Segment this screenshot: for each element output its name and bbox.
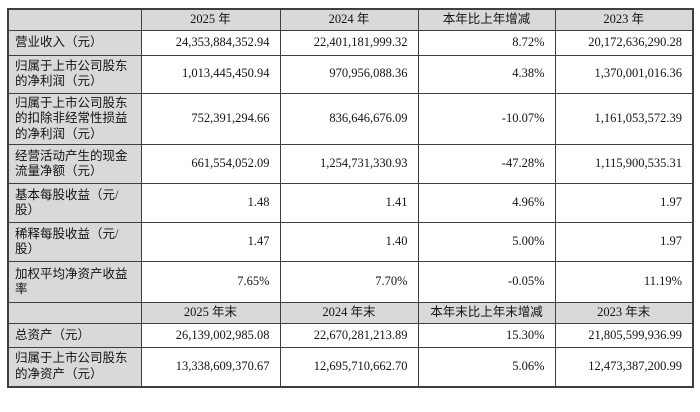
financial-summary-table: 2025 年 2024 年本年比上年增减 2023 年营业收入（元） 24,353,8… bbox=[7, 8, 694, 388]
cell-value: -47.28% bbox=[417, 144, 556, 184]
row-label: 归属于上市公司股东的净利润（元） bbox=[7, 54, 142, 94]
table-row: 加权平均净资产收益率 7.65% 7.70% -0.05% 11.19% bbox=[7, 261, 694, 303]
cell-value: 1.97 bbox=[554, 183, 694, 223]
row-label: 总资产（元） bbox=[7, 323, 142, 348]
column-header: 本年末比上年末增减 bbox=[417, 302, 556, 324]
column-header: 2023 年 bbox=[554, 8, 694, 31]
table-row: 营业收入（元） 24,353,884,352.94 22,401,181,999.3… bbox=[7, 29, 694, 56]
cell-value: 1,161,053,572.39 bbox=[554, 92, 694, 145]
column-header: 本年比上年增减 bbox=[417, 8, 556, 31]
column-header: 2024 年 bbox=[279, 8, 419, 31]
row-label: 归属于上市公司股东的净资产（元） bbox=[7, 347, 142, 387]
cell-value: 1.97 bbox=[554, 222, 694, 262]
table-row: 经营活动产生的现金流量净额（元） 661,554,052.09 1,254,731,… bbox=[7, 144, 694, 184]
financial-table-body: 2025 年 2024 年本年比上年增减 2023 年营业收入（元） 24,353,8… bbox=[7, 8, 694, 387]
cell-value: 752,391,294.66 bbox=[140, 92, 281, 145]
cell-value: 26,139,002,985.08 bbox=[140, 323, 281, 348]
cell-value: 5.06% bbox=[417, 347, 556, 387]
table-row: 稀释每股收益（元/股） 1.47 1.40 5.00% 1.97 bbox=[7, 222, 694, 262]
table-row: 归属于上市公司股东的扣除非经常性损益的净利润（元） 752,391,294.66 8… bbox=[7, 92, 694, 145]
header-corner-cell bbox=[7, 302, 142, 324]
cell-value: 1,115,900,535.31 bbox=[554, 144, 694, 184]
cell-value: 13,338,609,370.67 bbox=[140, 347, 281, 387]
column-header: 2025 年末 bbox=[140, 302, 281, 324]
cell-value: 12,473,387,200.99 bbox=[554, 347, 694, 387]
table-row: 基本每股收益（元/股） 1.48 1.41 4.96% 1.97 bbox=[7, 183, 694, 223]
row-label: 加权平均净资产收益率 bbox=[7, 261, 142, 303]
cell-value: 1,013,445,450.94 bbox=[140, 54, 281, 94]
cell-value: 7.65% bbox=[140, 261, 281, 303]
table-header-row: 2025 年 2024 年本年比上年增减 2023 年 bbox=[7, 8, 694, 31]
cell-value: 7.70% bbox=[279, 261, 419, 303]
row-label: 经营活动产生的现金流量净额（元） bbox=[7, 144, 142, 184]
cell-value: 1,254,731,330.93 bbox=[279, 144, 419, 184]
table-row: 归属于上市公司股东的净利润（元） 1,013,445,450.94 970,956,… bbox=[7, 54, 694, 94]
row-label: 稀释每股收益（元/股） bbox=[7, 222, 142, 262]
cell-value: 8.72% bbox=[417, 29, 556, 56]
cell-value: 12,695,710,662.70 bbox=[279, 347, 419, 387]
table-row: 归属于上市公司股东的净资产（元） 13,338,609,370.67 12,695,… bbox=[7, 347, 694, 387]
cell-value: 24,353,884,352.94 bbox=[140, 29, 281, 56]
cell-value: 970,956,088.36 bbox=[279, 54, 419, 94]
cell-value: 4.96% bbox=[417, 183, 556, 223]
cell-value: 1,370,001,016.36 bbox=[554, 54, 694, 94]
cell-value: 11.19% bbox=[554, 261, 694, 303]
row-label: 基本每股收益（元/股） bbox=[7, 183, 142, 223]
cell-value: 4.38% bbox=[417, 54, 556, 94]
row-label: 营业收入（元） bbox=[7, 29, 142, 56]
table-header-row: 2025 年末 2024 年末 本年末比上年末增减 2023 年末 bbox=[7, 302, 694, 324]
cell-value: 21,805,599,936.99 bbox=[554, 323, 694, 348]
table-row: 总资产（元） 26,139,002,985.08 22,670,281,213.89… bbox=[7, 323, 694, 348]
cell-value: 1.40 bbox=[279, 222, 419, 262]
cell-value: 1.41 bbox=[279, 183, 419, 223]
cell-value: 22,670,281,213.89 bbox=[279, 323, 419, 348]
cell-value: 15.30% bbox=[417, 323, 556, 348]
column-header: 2023 年末 bbox=[554, 302, 694, 324]
cell-value: 1.47 bbox=[140, 222, 281, 262]
cell-value: 661,554,052.09 bbox=[140, 144, 281, 184]
cell-value: 20,172,636,290.28 bbox=[554, 29, 694, 56]
cell-value: 1.48 bbox=[140, 183, 281, 223]
cell-value: 5.00% bbox=[417, 222, 556, 262]
cell-value: -10.07% bbox=[417, 92, 556, 145]
cell-value: 22,401,181,999.32 bbox=[279, 29, 419, 56]
cell-value: -0.05% bbox=[417, 261, 556, 303]
column-header: 2025 年 bbox=[140, 8, 281, 31]
row-label: 归属于上市公司股东的扣除非经常性损益的净利润（元） bbox=[7, 92, 142, 145]
header-corner-cell bbox=[7, 8, 142, 31]
cell-value: 836,646,676.09 bbox=[279, 92, 419, 145]
column-header: 2024 年末 bbox=[279, 302, 419, 324]
